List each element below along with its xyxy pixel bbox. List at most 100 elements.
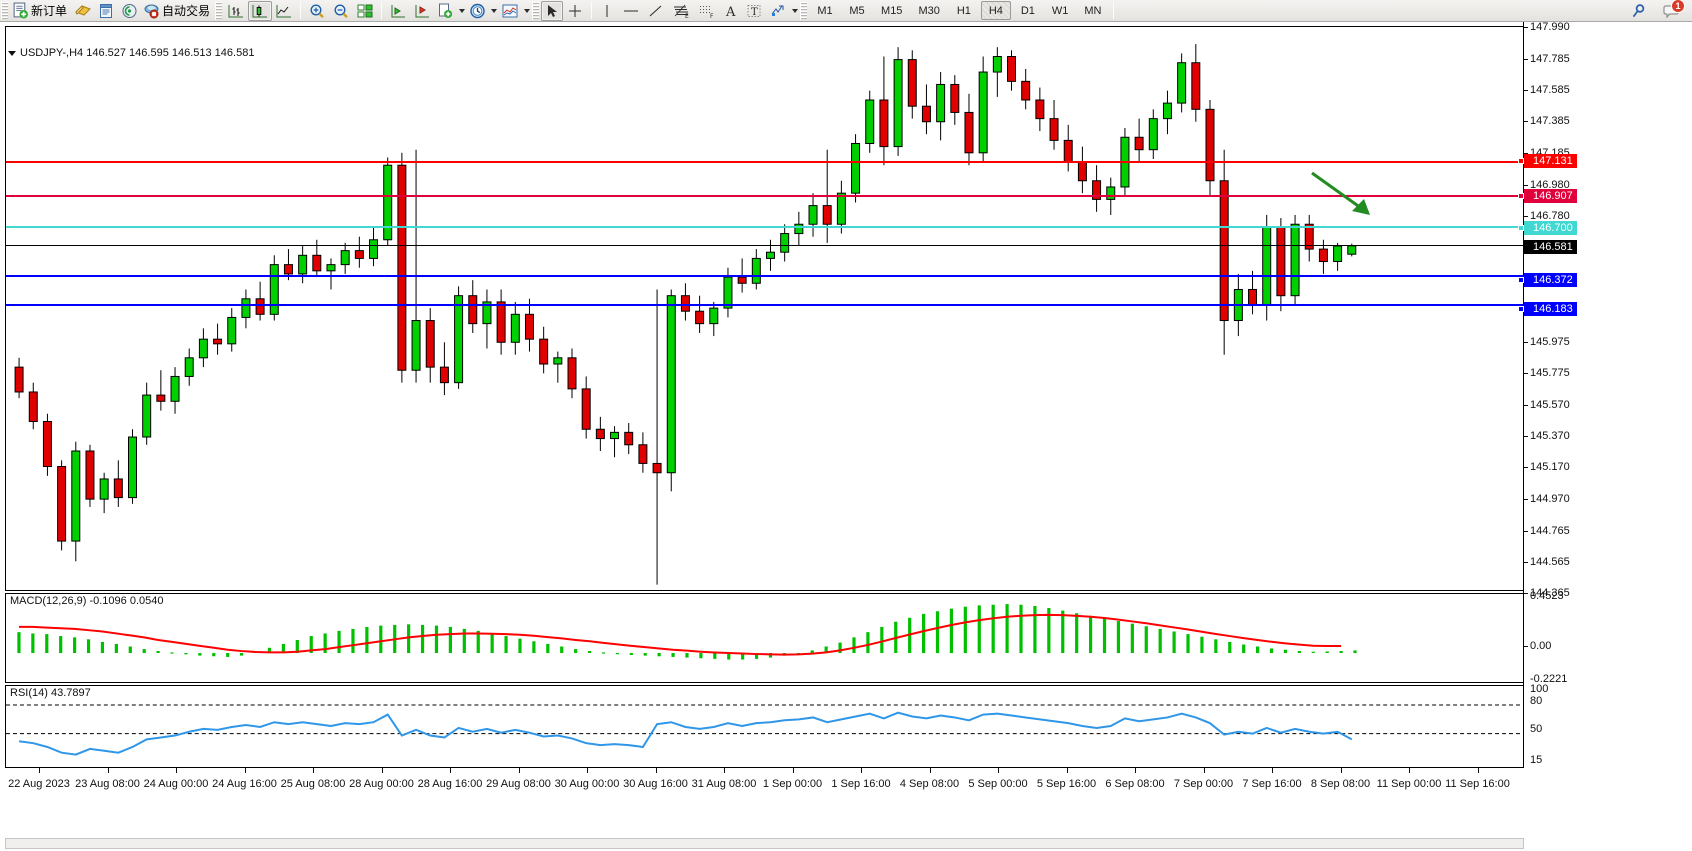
current-price-price-tag[interactable]: 146.581 <box>1524 239 1577 254</box>
text-box-button[interactable]: T <box>742 1 766 21</box>
line-chart-button[interactable] <box>272 1 296 21</box>
period-dropdown-arrow[interactable] <box>489 3 498 19</box>
vertical-line-icon <box>606 4 608 17</box>
period-d1[interactable]: D1 <box>1020 4 1035 17</box>
toolbar-grip-4[interactable] <box>800 1 808 20</box>
resistance-1-handle[interactable] <box>1518 158 1524 165</box>
bar-chart-button[interactable] <box>224 1 248 21</box>
equidistant-channel-icon: F <box>700 5 714 19</box>
indicator-start-icon <box>391 4 406 17</box>
time-axis[interactable]: 22 Aug 2023 23 Aug 08:00 24 Aug 00:00 24 Au… <box>5 768 1524 851</box>
resistance-2-line[interactable] <box>6 195 1523 197</box>
horizontal-line-button[interactable] <box>618 1 644 21</box>
resistance-1-line[interactable] <box>6 161 1523 163</box>
toolbar-separator-2 <box>381 2 383 19</box>
zoom-in-button[interactable] <box>305 1 329 21</box>
time-tick-mark-19 <box>1340 768 1342 773</box>
new-order-button[interactable]: 新订单 <box>10 1 71 21</box>
period-mn[interactable]: MN <box>1084 4 1102 17</box>
support-1-handle[interactable] <box>1518 276 1524 283</box>
time-tick-label-0: 22 Aug 2023 <box>8 778 70 790</box>
toolbar-grip[interactable] <box>1 1 8 20</box>
indicators-dropdown-arrow[interactable] <box>522 3 531 19</box>
indicators-button[interactable] <box>498 1 522 21</box>
text-label-button[interactable]: A <box>720 1 742 21</box>
toolbar-separator <box>300 2 302 19</box>
period-w1[interactable]: W1 <box>1051 4 1069 17</box>
rsi-tick-0: 100 <box>1530 683 1549 695</box>
pivot-handle[interactable] <box>1518 225 1524 232</box>
chart-menu-caret-icon[interactable] <box>8 50 16 56</box>
auto-trading-button[interactable]: 自动交易 <box>141 1 214 21</box>
time-tick-mark-10 <box>724 768 725 773</box>
time-tick-mark-8 <box>587 768 588 773</box>
period-m1[interactable]: M1 <box>817 4 833 17</box>
shift-start-button[interactable] <box>386 1 410 21</box>
shift-end-button[interactable] <box>410 1 434 21</box>
notifications-button[interactable]: 1 <box>1660 0 1685 21</box>
resistance-2-handle[interactable] <box>1518 193 1524 200</box>
current-price-value: 146.581 <box>1533 240 1573 253</box>
data-window-button[interactable] <box>95 1 118 21</box>
signals-button[interactable] <box>118 1 141 21</box>
resistance-1-price-tag[interactable]: 147.131 <box>1518 154 1577 169</box>
horizontal-scrollbar[interactable] <box>5 838 1524 849</box>
chart-workspace[interactable]: USDJPY-,H4 146.527 146.595 146.513 146.5… <box>0 21 1692 851</box>
arrows-button[interactable] <box>766 1 790 21</box>
period-h1[interactable]: H1 <box>956 4 971 17</box>
price-pane[interactable] <box>5 26 1524 591</box>
price-tick-8: 145.975 <box>1524 335 1570 348</box>
macd-tick-0: 0.4523 <box>1530 590 1564 602</box>
support-1-value: 146.372 <box>1533 273 1573 286</box>
pivot-line[interactable] <box>6 226 1523 228</box>
resistance-2-value: 146.907 <box>1533 190 1573 203</box>
macd-pane[interactable]: MACD(12,26,9) -0.1096 0.0540 <box>5 593 1524 683</box>
support-2-line[interactable] <box>6 304 1523 306</box>
time-tick-label-14: 5 Sep 00:00 <box>968 778 1028 790</box>
svg-text:T: T <box>751 7 758 18</box>
new-template-button[interactable] <box>434 1 457 21</box>
time-tick-label-5: 28 Aug 00:00 <box>349 778 414 790</box>
resistance-2-price-tag[interactable]: 146.907 <box>1518 189 1577 204</box>
crosshair-button[interactable] <box>563 1 587 21</box>
time-tick-label-11: 1 Sep 00:00 <box>762 778 823 790</box>
equidistant-channel-button[interactable]: F <box>694 1 720 21</box>
support-2-price-tag[interactable]: 146.183 <box>1518 302 1577 317</box>
fibonacci-button[interactable]: E <box>668 1 694 21</box>
cursor-button[interactable] <box>541 0 564 21</box>
price-tick-9: 145.775 <box>1524 366 1570 379</box>
vertical-line-button[interactable] <box>596 1 618 21</box>
period-h4[interactable]: H4 <box>980 1 1011 20</box>
period-m30[interactable]: M30 <box>918 4 940 17</box>
expert-advisors-button[interactable] <box>71 1 95 21</box>
rsi-pane[interactable]: RSI(14) 43.7897 <box>5 685 1524 768</box>
period-m5[interactable]: M5 <box>849 4 865 17</box>
pivot-price-tag[interactable]: 146.700 <box>1518 221 1577 236</box>
support-2-handle[interactable] <box>1518 306 1524 313</box>
support-1-line[interactable] <box>6 275 1523 277</box>
time-tick-label-15: 5 Sep 16:00 <box>1036 778 1097 790</box>
support-1-price-tag[interactable]: 146.372 <box>1518 272 1577 287</box>
new-template-dropdown-arrow[interactable] <box>457 3 466 19</box>
toolbar-grip-3[interactable] <box>532 1 540 20</box>
period-button[interactable] <box>466 1 489 21</box>
time-tick-label-17: 7 Sep 00:00 <box>1173 778 1234 790</box>
main-toolbar: 新订单 <box>0 0 1692 22</box>
search-icon <box>1632 3 1645 17</box>
symbol-header[interactable]: USDJPY-,H4 146.527 146.595 146.513 146.5… <box>8 47 254 59</box>
rsi-tick-3: 15 <box>1530 754 1543 766</box>
trendline-button[interactable] <box>644 1 668 21</box>
period-m15[interactable]: M15 <box>881 4 903 17</box>
time-tick-label-2: 24 Aug 00:00 <box>143 778 209 790</box>
price-tick-6: 146.780 <box>1524 209 1570 222</box>
arrows-dropdown-arrow[interactable] <box>790 3 799 19</box>
support-2-value: 146.183 <box>1533 303 1573 316</box>
zoom-out-button[interactable] <box>329 1 353 21</box>
current-price-line[interactable] <box>6 245 1523 246</box>
tile-windows-button[interactable] <box>353 1 377 21</box>
toolbar-grip-2[interactable] <box>215 1 223 20</box>
price-axis[interactable]: 147.990 147.785 147.585 147.385 147.185 146.9… <box>1518 21 1692 851</box>
candlestick-chart-button[interactable] <box>248 0 273 21</box>
down-trend-arrow-icon[interactable] <box>1306 167 1386 227</box>
search-button[interactable] <box>1627 1 1650 21</box>
